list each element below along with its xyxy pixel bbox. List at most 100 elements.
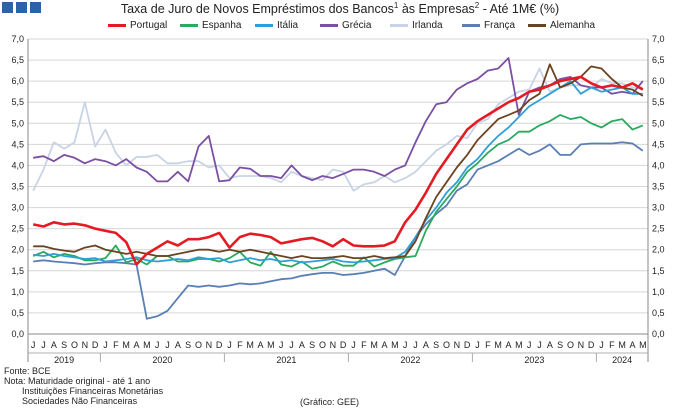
footnote-1: Instituições Financeiras Monetárias: [22, 386, 164, 396]
y-tick-left-12: 6,0: [11, 76, 24, 86]
month-tick-16: O: [195, 340, 202, 350]
title-text-3: - Até 1M€ (%): [479, 2, 560, 17]
y-tick-right-10: 5,0: [652, 118, 665, 128]
month-tick-15: S: [185, 340, 191, 350]
legend-item-grecia: Grécia: [320, 20, 371, 31]
chart-title: Taxa de Juro de Novos Empréstimos dos Ba…: [0, 1, 680, 16]
month-tick-59: M: [639, 340, 647, 350]
y-tick-right-13: 6,5: [652, 55, 665, 65]
y-tick-right-2: 1,0: [652, 287, 665, 297]
title-sup-1: 1: [393, 1, 399, 10]
legend-label-espanha: Espanha: [202, 20, 242, 31]
month-tick-54: D: [588, 340, 595, 350]
month-tick-20: F: [237, 340, 243, 350]
month-tick-6: D: [92, 340, 99, 350]
month-tick-30: D: [340, 340, 347, 350]
y-tick-left-3: 1,5: [11, 266, 24, 276]
month-tick-27: S: [309, 340, 315, 350]
month-tick-43: J: [475, 340, 480, 350]
y-tick-right-9: 4,5: [652, 139, 665, 149]
month-tick-13: J: [165, 340, 170, 350]
chart-legend: Portugal Espanha Itália Grécia Irlanda França…: [100, 20, 620, 34]
y-tick-left-1: 0,5: [11, 308, 24, 318]
month-tick-5: N: [82, 340, 89, 350]
y-tick-left-2: 1,0: [11, 287, 24, 297]
month-tick-37: J: [413, 340, 418, 350]
month-tick-22: A: [257, 340, 263, 350]
y-tick-right-6: 3,0: [652, 203, 665, 213]
source-note: Fonte: BCE: [4, 366, 51, 376]
legend-item-irlanda: Irlanda: [390, 20, 443, 31]
legend-label-alemanha: Alemanha: [550, 20, 596, 31]
month-tick-57: M: [618, 340, 626, 350]
title-sup-2: 2: [474, 1, 480, 10]
y-tick-right-8: 4,0: [652, 160, 665, 170]
month-tick-44: F: [485, 340, 491, 350]
month-tick-53: N: [578, 340, 585, 350]
y-tick-left-7: 3,5: [11, 182, 24, 192]
series-line-franca: [33, 141, 644, 320]
month-tick-21: M: [246, 340, 254, 350]
y-tick-left-4: 2,0: [11, 245, 24, 255]
legend-item-alemanha: Alemanha: [528, 20, 595, 31]
month-tick-26: A: [299, 340, 305, 350]
line-chart: 0,0 0,0 0,5 0,5 1,0 1,0 1,5 1,5 2,0 2,0 2,5 2,5 3,0 3…: [11, 34, 665, 365]
y-tick-right-12: 6,0: [652, 76, 665, 86]
chart-notes: Fonte: BCE Nota: Maturidade original - a…: [4, 366, 163, 406]
month-tick-41: N: [454, 340, 461, 350]
y-tick-left-5: 2,5: [11, 224, 24, 234]
month-tick-25: J: [289, 340, 294, 350]
month-tick-17: N: [206, 340, 213, 350]
y-tick-left-0: 0,0: [11, 329, 24, 339]
y-tick-right-0: 0,0: [652, 329, 665, 339]
month-tick-48: J: [527, 340, 532, 350]
legend-item-italia: Itália: [255, 20, 298, 31]
legend-label-irlanda: Irlanda: [412, 20, 443, 31]
maturity-note: Nota: Maturidade original - até 1 ano: [4, 376, 151, 386]
month-tick-34: A: [381, 340, 387, 350]
month-tick-36: J: [403, 340, 408, 350]
legend-swatch-grecia: [320, 24, 338, 27]
logo-square-3-icon: [30, 2, 41, 13]
month-tick-11: M: [143, 340, 151, 350]
y-tick-right-7: 3,5: [652, 182, 665, 192]
month-tick-33: M: [370, 340, 378, 350]
month-tick-51: S: [557, 340, 563, 350]
y-tick-right-4: 2,0: [652, 245, 665, 255]
month-tick-35: M: [391, 340, 399, 350]
month-tick-10: A: [133, 340, 139, 350]
y-tick-left-6: 3,0: [11, 203, 24, 213]
chart-credit: (Gráfico: GEE): [300, 397, 360, 407]
series-line-portugal: [32, 75, 644, 266]
y-tick-right-5: 2,5: [652, 224, 665, 234]
month-tick-31: J: [351, 340, 356, 350]
y-tick-left-10: 5,0: [11, 118, 24, 128]
month-tick-56: F: [609, 340, 615, 350]
year-label-2023: 2023: [524, 355, 544, 365]
month-tick-50: A: [547, 340, 553, 350]
month-tick-46: A: [505, 340, 511, 350]
year-label-2024: 2024: [612, 355, 632, 365]
legend-swatch-franca: [462, 24, 480, 27]
month-tick-47: M: [515, 340, 523, 350]
series-line-italia: [33, 80, 643, 264]
month-tick-32: F: [361, 340, 367, 350]
series-line-espanha: [32, 114, 644, 270]
y-tick-left-11: 5,5: [11, 97, 24, 107]
month-tick-9: M: [122, 340, 130, 350]
month-tick-14: A: [175, 340, 181, 350]
legend-item-portugal: Portugal: [108, 20, 167, 31]
year-label-2021: 2021: [276, 355, 296, 365]
legend-label-portugal: Portugal: [130, 20, 168, 31]
y-tick-left-8: 4,0: [11, 160, 24, 170]
legend-swatch-espanha: [180, 24, 198, 27]
title-text-1: Taxa de Juro de Novos Empréstimos dos Ba…: [120, 2, 394, 17]
month-tick-49: J: [537, 340, 542, 350]
month-tick-55: J: [599, 340, 604, 350]
y-tick-right-11: 5,5: [652, 97, 665, 107]
month-tick-28: O: [319, 340, 326, 350]
month-tick-23: M: [267, 340, 275, 350]
footnote-2: Sociedades Não Financeiras: [22, 396, 138, 406]
legend-swatch-irlanda: [390, 24, 408, 27]
logo-square-1-icon: [2, 2, 13, 13]
